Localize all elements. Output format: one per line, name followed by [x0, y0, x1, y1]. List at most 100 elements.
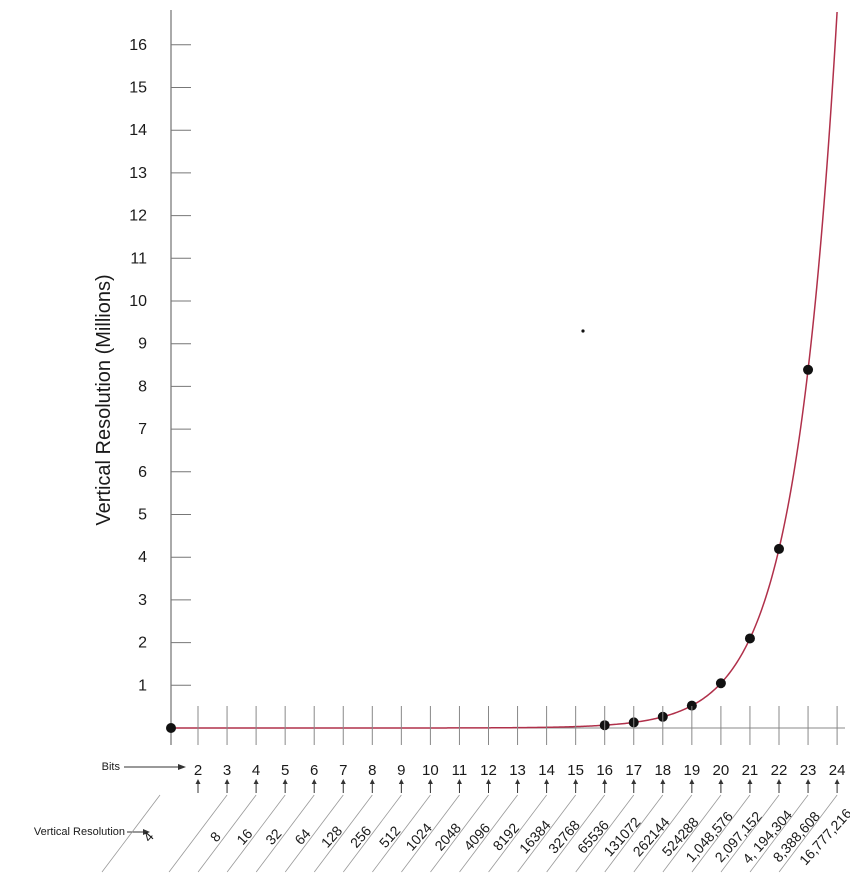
- data-point: [774, 543, 784, 554]
- resolution-tick-label: 64: [291, 825, 313, 847]
- bits-arrow-head: [282, 779, 288, 784]
- bits-arrow-head: [573, 779, 579, 784]
- resolution-guide-line: [546, 794, 606, 873]
- bits-arrow-head: [398, 779, 404, 784]
- bits-arrow-head: [689, 779, 695, 784]
- y-tick-label: 9: [138, 336, 147, 353]
- y-tick-label: 7: [138, 421, 147, 438]
- growth-curve: [171, 11, 838, 729]
- bits-arrow-head: [340, 779, 346, 784]
- y-tick-label: 8: [138, 378, 147, 395]
- bits-tick-label: 9: [397, 762, 405, 779]
- bits-tick-label: 19: [684, 762, 701, 779]
- bits-tick-label: 8: [368, 762, 376, 779]
- bits-tick-label: 21: [742, 762, 759, 779]
- resolution-guide-line: [168, 794, 228, 873]
- data-point: [744, 633, 755, 644]
- bits-arrow-head: [776, 779, 782, 784]
- bits-arrow-head: [195, 779, 201, 784]
- bits-arrow-head: [515, 779, 521, 784]
- y-tick-label: 2: [138, 635, 147, 652]
- bits-arrow-head: [253, 779, 259, 784]
- data-points: [166, 364, 814, 733]
- bits-tick-label: 13: [509, 762, 526, 779]
- y-axis-label: Vertical Resolution (Millions): [93, 274, 115, 525]
- resolution-guide-line: [197, 794, 257, 873]
- bits-arrow-head: [747, 779, 753, 784]
- bits-arrow-head: [486, 779, 491, 784]
- y-tick-label: 14: [129, 122, 147, 139]
- bits-tick-label: 3: [223, 762, 231, 779]
- resolution-guide-line: [517, 794, 576, 873]
- bits-tick-label: 22: [771, 762, 788, 779]
- resolution-guide-line: [749, 794, 809, 873]
- bits-arrow-head: [805, 779, 811, 784]
- resolution-guide-line: [575, 794, 635, 873]
- bits-tick-label: 16: [596, 762, 613, 779]
- bits-arrow-head: [369, 779, 375, 784]
- bits-tick-label: 10: [422, 762, 439, 779]
- resolution-row-label: Vertical Resolution: [34, 826, 125, 838]
- y-tick-label: 10: [129, 293, 147, 310]
- resolution-guide-line: [430, 794, 489, 873]
- bits-arrow-head: [660, 779, 666, 784]
- resolution-guide-line: [255, 794, 315, 873]
- resolution-guide-line: [778, 794, 838, 873]
- bits-tick-label: 11: [452, 762, 468, 779]
- bits-arrow-head: [311, 779, 317, 784]
- bits-tick-label: 23: [800, 762, 817, 779]
- bits-row-arrow-head: [178, 764, 186, 770]
- resolution-tick-label: 32768: [545, 817, 583, 857]
- resolution-guide-line: [720, 794, 780, 873]
- bits-arrow-head: [631, 779, 637, 784]
- resolution-tick-label: 4: [140, 828, 157, 845]
- bits-row-label: Bits: [102, 761, 121, 773]
- y-tick-label: 11: [130, 250, 147, 267]
- resolution-guide-line: [662, 794, 722, 873]
- resolution-tick-label: 16: [233, 825, 255, 847]
- y-tick-label: 12: [129, 208, 147, 225]
- resolution-guide-line: [691, 794, 751, 873]
- resolution-guide-line: [226, 794, 286, 873]
- bits-tick-label: 6: [310, 762, 318, 779]
- data-point: [715, 678, 726, 689]
- resolution-guide-line: [372, 794, 431, 873]
- resolution-guide-line: [401, 794, 460, 873]
- y-tick-label: 13: [129, 165, 147, 182]
- y-tick-label: 5: [138, 507, 147, 524]
- bits-arrow-head: [456, 779, 462, 784]
- bits-tick-label: 7: [339, 762, 347, 779]
- bits-tick-label: 24: [829, 762, 846, 779]
- bits-tick-label: 20: [713, 762, 730, 779]
- bits-tick-label: 14: [538, 762, 555, 779]
- resolution-row-arrow-head: [143, 829, 150, 835]
- resolution-guide-line: [488, 794, 547, 873]
- resolution-guide-line: [459, 794, 518, 873]
- bits-tick-label: 12: [480, 762, 497, 779]
- resolution-tick-label: 8: [207, 828, 224, 845]
- resolution-guide-line: [284, 794, 344, 873]
- bits-tick-label: 4: [252, 762, 260, 779]
- bits-tick-label: 17: [625, 762, 642, 779]
- bits-tick-label: 5: [281, 762, 289, 779]
- bits-arrow-head: [718, 779, 724, 784]
- y-tick-label: 16: [129, 37, 147, 54]
- axes: [170, 10, 845, 745]
- bits-arrow-head: [602, 779, 608, 784]
- resolution-guide-line: [313, 794, 373, 873]
- y-tick-label: 6: [138, 464, 147, 481]
- y-tick-label: 15: [129, 80, 147, 97]
- bits-arrow-head: [834, 779, 840, 784]
- resolution-tick-label: 32: [262, 825, 284, 847]
- y-tick-label: 3: [138, 592, 147, 609]
- y-tick-label: 1: [138, 677, 147, 694]
- resolution-guide-line: [604, 794, 664, 873]
- curve-layer: [171, 11, 838, 729]
- bits-tick-label: 15: [567, 762, 584, 779]
- resolution-guide-line: [343, 794, 402, 873]
- data-point: [686, 700, 697, 711]
- bits-arrow-head: [427, 779, 433, 784]
- data-point: [803, 364, 814, 375]
